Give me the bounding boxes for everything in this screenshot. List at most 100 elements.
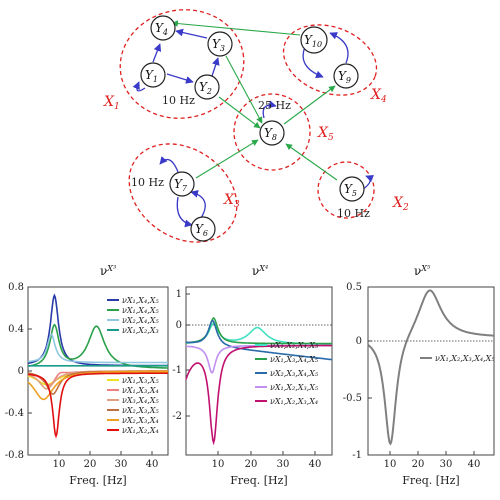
svg-text:40: 40 xyxy=(468,459,481,470)
legend-label: νX₁,X₂,X₃,X₄,X₅ xyxy=(435,354,495,363)
chart-x5: νX⁵ 0.5 0 -0.5 -1 10 20 30 40 Freq. [Hz]… xyxy=(343,264,496,487)
chart3-line-1 xyxy=(367,289,494,446)
svg-text:0.5: 0.5 xyxy=(346,282,362,293)
legend-label: νX₁,X₃,X₅ xyxy=(122,376,159,385)
svg-text:Y7: Y7 xyxy=(174,177,188,193)
svg-text:10: 10 xyxy=(384,459,397,470)
chart1-legend: νX₁,X₄,X₅νX₁,X₄,X₅νX₂,X₄,X₅νX₁,X₂,X₃νX₁,… xyxy=(107,296,159,435)
legend-label: νX₂,X₃,X₄ xyxy=(122,416,159,425)
legend-label: νX₁,X₂,X₃,X₄ xyxy=(270,397,318,406)
chart1-title: νX³ xyxy=(100,264,116,278)
between-edges xyxy=(171,20,338,181)
svg-text:40: 40 xyxy=(146,459,159,470)
svg-text:30: 30 xyxy=(277,459,290,470)
svg-text:20: 20 xyxy=(84,459,97,470)
svg-text:20: 20 xyxy=(245,459,258,470)
svg-text:-0.5: -0.5 xyxy=(343,393,362,404)
chart2-series xyxy=(185,316,333,446)
cluster-x4 xyxy=(282,24,378,96)
chart2-frame xyxy=(185,286,333,456)
svg-text:-0.8: -0.8 xyxy=(5,450,24,461)
svg-text:0.4: 0.4 xyxy=(8,324,24,335)
svg-text:0: 0 xyxy=(18,366,24,377)
svg-text:Y6: Y6 xyxy=(195,222,208,238)
chart2-legend: νX₁,X₂,X₄,X₅ νX₁,X₃,X₄,X₅ νX₂,X₃,X₄,X₅ νX₁,… xyxy=(255,341,319,406)
node-y1: Y1 xyxy=(140,62,166,88)
chart3-xlabel: Freq. [Hz] xyxy=(402,474,459,487)
legend-label: νX₂,X₃,X₄,X₅ xyxy=(270,369,319,378)
freq-label-y7: 10 Hz xyxy=(131,176,164,189)
chart1-yticks: 0.8 0.4 0 -0.4 -0.8 xyxy=(5,282,32,461)
node-y9: Y9 xyxy=(333,63,359,89)
chart2-line-3 xyxy=(186,319,333,361)
svg-text:Y3: Y3 xyxy=(212,37,225,53)
svg-text:Y4: Y4 xyxy=(155,21,168,37)
chart3-legend: νX₁,X₂,X₃,X₄,X₅ xyxy=(420,354,495,363)
chart-x4: νX⁴ 1 0 -1 -2 10 20 30 40 Freq. [Hz] νX₁… xyxy=(172,264,333,487)
freq-label-y5: 10 Hz xyxy=(337,207,370,220)
chart1-xticks: 10 20 30 40 xyxy=(53,451,159,470)
svg-text:-1: -1 xyxy=(172,365,182,376)
svg-text:40: 40 xyxy=(309,459,322,470)
legend-label: νX₂,X₄,X₅ xyxy=(122,316,159,325)
cluster-x3 xyxy=(128,143,238,243)
chart3-xticks: 10 20 30 40 xyxy=(384,451,481,470)
within-edges xyxy=(132,28,374,228)
svg-text:0: 0 xyxy=(176,320,182,331)
svg-text:30: 30 xyxy=(115,459,128,470)
cluster-x1 xyxy=(119,9,245,119)
legend-label: νX₁,X₂,X₄,X₅ xyxy=(270,341,319,350)
chart-x3: νX³ 0.8 0.4 0 -0.4 -0.8 10 20 30 40 Freq… xyxy=(5,264,169,487)
chart1-line-3 xyxy=(27,333,168,364)
cluster-x5 xyxy=(233,93,311,171)
cluster-label-x4: X4 xyxy=(370,87,387,105)
node-y2: Y2 xyxy=(194,74,220,100)
svg-text:Y5: Y5 xyxy=(344,182,357,198)
cluster-label-x1: X1 xyxy=(103,94,120,112)
chart2-xlabel: Freq. [Hz] xyxy=(230,474,287,487)
legend-label: νX₁,X₄,X₅ xyxy=(122,306,159,315)
chart1-series xyxy=(27,293,168,439)
svg-text:Y2: Y2 xyxy=(199,80,212,96)
node-y7: Y7 xyxy=(169,171,195,197)
node-y8: Y8 xyxy=(259,120,285,146)
network-diagram: X1 X4 X5 X3 X2 Y xyxy=(103,9,409,243)
node-y10: Y10 xyxy=(300,26,328,54)
chart1-xlabel: Freq. [Hz] xyxy=(69,474,126,487)
cluster-x2 xyxy=(317,161,375,219)
chart3-series xyxy=(367,289,494,446)
node-y5: Y5 xyxy=(339,176,365,202)
svg-text:20: 20 xyxy=(412,459,425,470)
legend-label: νX₁,X₃,X₄ xyxy=(122,386,159,395)
svg-text:Y9: Y9 xyxy=(338,69,351,85)
chart3-frame xyxy=(367,286,495,456)
svg-text:0: 0 xyxy=(356,336,362,347)
svg-text:10: 10 xyxy=(53,459,66,470)
svg-text:1: 1 xyxy=(176,289,182,300)
svg-text:Y1: Y1 xyxy=(145,68,158,84)
freq-label-y1: 10 Hz xyxy=(162,94,195,107)
chart1-line-10 xyxy=(27,372,168,439)
legend-label: νX₁,X₃,X₄,X₅ xyxy=(270,355,319,364)
svg-text:0.8: 0.8 xyxy=(8,282,24,293)
chart3-title: νX⁵ xyxy=(414,264,431,278)
svg-text:-0.4: -0.4 xyxy=(5,408,24,419)
legend-label: νX₁,X₄,X₅ xyxy=(122,296,159,305)
node-y3: Y3 xyxy=(207,31,233,57)
svg-text:-2: -2 xyxy=(172,411,182,422)
legend-label: νX₁,X₂,X₃,X₅ xyxy=(270,383,319,392)
svg-text:10: 10 xyxy=(212,459,225,470)
chart2-title: νX⁴ xyxy=(252,264,268,278)
legend-label: νX₂,X₃,X₅ xyxy=(122,406,159,415)
legend-label: νX₁,X₂,X₃ xyxy=(122,326,159,335)
cluster-label-x3: X3 xyxy=(223,192,240,210)
freq-label-y8: 25 Hz xyxy=(258,99,291,112)
chart1-line-9 xyxy=(27,370,168,401)
svg-text:30: 30 xyxy=(440,459,453,470)
legend-label: νX₁,X₂,X₄ xyxy=(122,426,159,435)
legend-label: νX₃,X₄,X₅ xyxy=(122,396,159,405)
node-y4: Y4 xyxy=(150,15,176,41)
chart2-line-5 xyxy=(185,344,332,446)
cluster-label-x2: X2 xyxy=(392,195,409,213)
